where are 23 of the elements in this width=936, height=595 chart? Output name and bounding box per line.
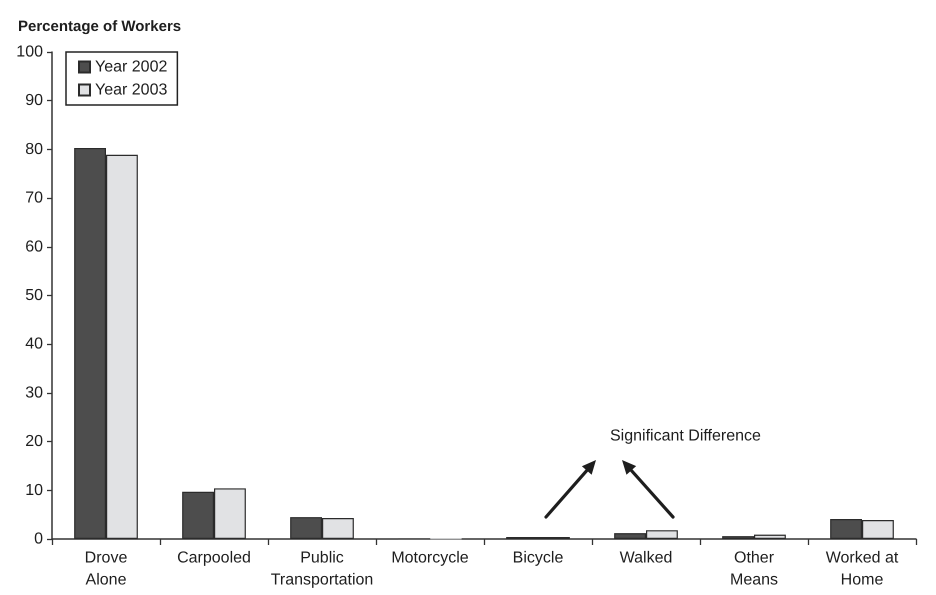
y-tick-label: 0 [34, 530, 44, 548]
y-axis-title: Percentage of Workers [18, 18, 182, 35]
legend-label: Year 2002 [95, 58, 168, 76]
x-tick-label: Bicycle [512, 550, 564, 566]
y-tick-label: 20 [25, 433, 44, 450]
y-tick-label: 30 [25, 384, 44, 402]
y-tick-label: 50 [25, 287, 44, 304]
x-tick-label: Carpooled [177, 550, 251, 566]
y-tick-label: 80 [25, 140, 44, 158]
y-tick-label: 100 [16, 44, 44, 60]
y-tick-label: 40 [25, 336, 44, 353]
y-tick-label: 10 [25, 482, 44, 499]
x-tick-label: Drove Alone [84, 550, 128, 588]
legend-label: Year 2003 [95, 82, 168, 98]
y-tick-label: 60 [25, 238, 44, 256]
y-tick-label: 70 [25, 190, 44, 207]
x-tick-label: Worked at Home [826, 550, 899, 588]
x-tick-label: Motorcycle [391, 550, 469, 566]
annotation: Significant Difference [610, 428, 761, 444]
x-tick-label: Public Transportation [270, 550, 374, 588]
y-tick-label: 90 [25, 92, 44, 110]
x-tick-label: Walked [620, 550, 672, 566]
x-tick-label: Other Means [730, 550, 778, 588]
